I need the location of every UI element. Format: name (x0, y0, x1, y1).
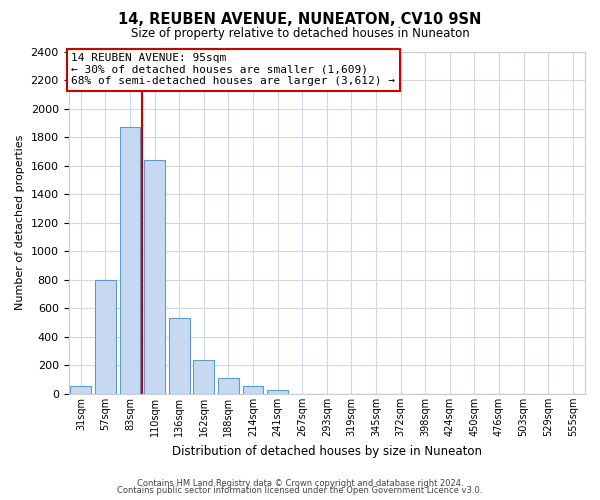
Bar (95, 280, 116, 394)
Bar (218, 378, 239, 394)
Text: 14, REUBEN AVENUE, NUNEATON, CV10 9SN: 14, REUBEN AVENUE, NUNEATON, CV10 9SN (118, 12, 482, 28)
Text: Size of property relative to detached houses in Nuneaton: Size of property relative to detached ho… (131, 28, 469, 40)
Text: Contains public sector information licensed under the Open Government Licence v3: Contains public sector information licen… (118, 486, 482, 495)
Y-axis label: Number of detached properties: Number of detached properties (15, 135, 25, 310)
Text: Contains HM Land Registry data © Crown copyright and database right 2024.: Contains HM Land Registry data © Crown c… (137, 478, 463, 488)
Bar (267, 390, 288, 394)
Bar (193, 360, 214, 394)
Bar (119, 127, 140, 394)
Bar (70, 386, 91, 394)
Text: 14 REUBEN AVENUE: 95sqm
← 30% of detached houses are smaller (1,609)
68% of semi: 14 REUBEN AVENUE: 95sqm ← 30% of detache… (71, 53, 395, 86)
Bar (169, 318, 190, 394)
Bar (144, 160, 165, 394)
Bar (242, 386, 263, 394)
X-axis label: Distribution of detached houses by size in Nuneaton: Distribution of detached houses by size … (172, 444, 482, 458)
